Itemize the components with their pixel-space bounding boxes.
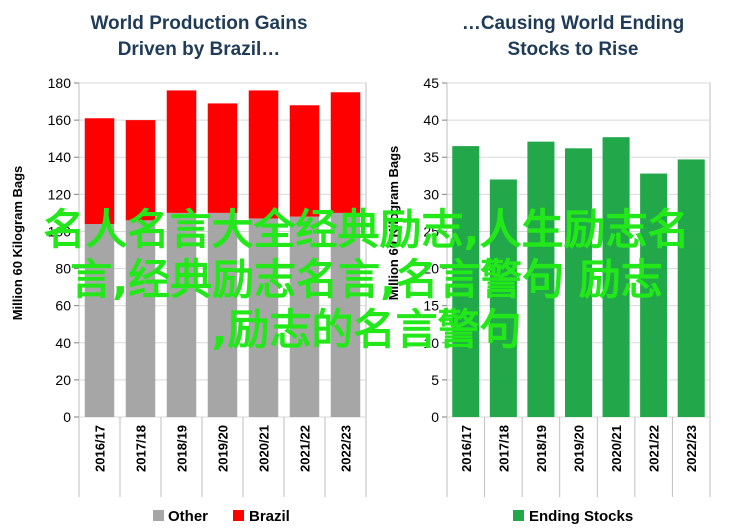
left-bar-other	[207, 212, 238, 417]
left-bar-brazil	[248, 90, 279, 219]
right-y-tick-label: 20	[423, 261, 439, 277]
right-y-tick-label: 30	[423, 186, 439, 202]
right-y-tick-label: 15	[423, 298, 439, 314]
right-y-tick-label: 45	[423, 75, 439, 91]
right-bar-ending-stocks	[527, 141, 555, 417]
right-bar-ending-stocks	[677, 159, 705, 417]
legend-swatch-ending-stocks	[513, 510, 524, 521]
left-chart-title-line2: Driven by Brazil…	[118, 39, 281, 60]
right-y-tick-label: 5	[431, 372, 439, 388]
legend-label-other: Other	[168, 508, 208, 525]
right-bar-ending-stocks	[452, 146, 480, 418]
left-y-tick-label: 0	[63, 409, 71, 425]
legend-swatch-brazil	[233, 510, 244, 521]
right-y-tick-labels: 0 5 10 15 20 25 30 35 40 45	[423, 75, 439, 425]
left-bar-other	[84, 224, 115, 417]
left-y-tick-label: 40	[55, 335, 71, 351]
left-y-tick-label: 120	[48, 186, 72, 202]
right-chart: …Causing World Ending Stocks to Rise 0 5 1…	[386, 13, 711, 525]
right-x-tick-labels: 2016/17 2017/18 2018/19 2019/20 2020/21 2021/…	[459, 425, 699, 472]
right-y-axis-label: Million 60 Kilogram Bags	[386, 146, 401, 301]
right-y-tick-label: 25	[423, 223, 439, 239]
left-chart: World Production Gains Driven by Brazil……	[10, 13, 367, 525]
left-x-tick-label: 2022/23	[339, 425, 354, 472]
left-y-tick-label: 20	[55, 372, 71, 388]
left-y-axis-label: Million 60 Kilogram Bags	[10, 166, 25, 321]
left-x-tick-label: 2016/17	[93, 425, 108, 472]
right-bar-ending-stocks	[564, 148, 593, 417]
left-y-tick-label: 140	[48, 149, 72, 165]
right-legend: Ending Stocks	[513, 508, 633, 525]
right-y-tick-label: 0	[431, 409, 439, 425]
legend-label-brazil: Brazil	[249, 508, 290, 525]
left-bar-other	[125, 220, 156, 417]
left-bar-other	[166, 212, 197, 417]
left-bar-brazil	[84, 118, 115, 225]
right-bar-ending-stocks	[602, 137, 630, 417]
left-x-tick-label: 2020/21	[257, 425, 272, 472]
left-bar-brazil	[207, 103, 238, 213]
left-bar-brazil	[330, 92, 361, 213]
left-bars	[84, 90, 361, 417]
left-x-tick-label: 2018/19	[175, 425, 190, 472]
left-y-tick-label: 60	[55, 298, 71, 314]
legend-swatch-other	[153, 510, 164, 521]
left-bar-other	[248, 218, 279, 417]
right-x-tick-label: 2016/17	[459, 425, 474, 472]
left-chart-title-line1: World Production Gains	[90, 13, 307, 34]
left-bar-brazil	[125, 120, 156, 221]
right-y-tick-label: 10	[423, 335, 439, 351]
legend-label-ending-stocks: Ending Stocks	[529, 508, 633, 525]
left-x-tick-labels: 2016/17 2017/18 2018/19 2019/20 2020/21 2021/…	[93, 425, 354, 472]
left-bar-brazil	[289, 105, 320, 217]
left-bar-other	[289, 216, 320, 417]
left-y-tick-label: 180	[48, 75, 72, 91]
left-y-tick-label: 100	[48, 223, 72, 239]
left-legend: Other Brazil	[153, 508, 290, 525]
left-y-tick-label: 160	[48, 112, 72, 128]
right-y-tick-label: 35	[423, 149, 439, 165]
left-y-tick-label: 80	[55, 261, 71, 277]
right-y-tick-label: 40	[423, 112, 439, 128]
right-chart-title-line2: Stocks to Rise	[508, 39, 639, 60]
left-y-tick-labels: 0 20 40 60 80 100 120 140 160 180	[48, 75, 72, 425]
left-x-tick-label: 2017/18	[134, 425, 149, 472]
left-x-tick-label: 2021/22	[298, 425, 313, 472]
left-x-tick-label: 2019/20	[216, 425, 231, 472]
right-chart-title-line1: …Causing World Ending	[462, 13, 684, 34]
right-bars	[452, 137, 705, 418]
right-bar-ending-stocks	[489, 179, 517, 417]
right-x-tick-label: 2022/23	[684, 425, 699, 472]
left-bar-brazil	[166, 90, 197, 213]
right-bar-ending-stocks	[640, 173, 668, 417]
right-x-tick-label: 2017/18	[496, 425, 511, 472]
left-bar-other	[330, 212, 361, 417]
right-x-tick-label: 2019/20	[572, 425, 587, 472]
right-x-tick-label: 2021/22	[647, 425, 662, 472]
right-x-tick-label: 2020/21	[609, 425, 624, 472]
right-x-tick-label: 2018/19	[534, 425, 549, 472]
